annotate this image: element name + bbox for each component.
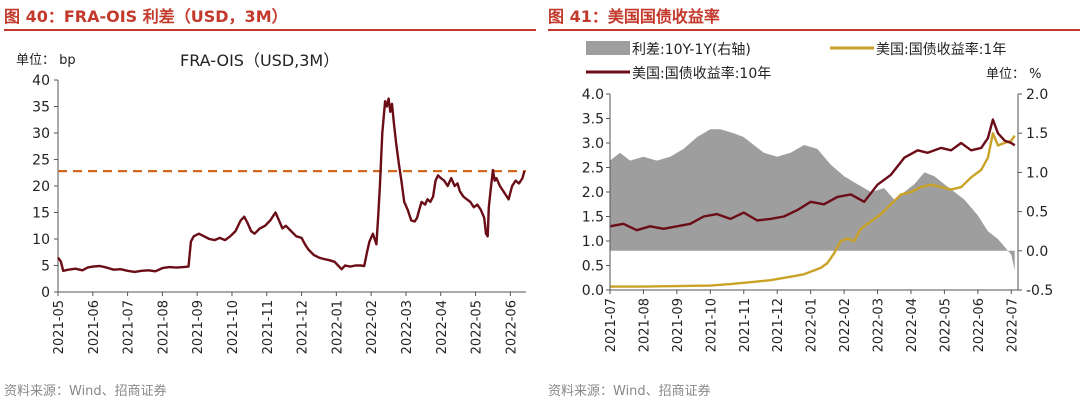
fra-ois-plot-area xyxy=(57,97,526,274)
fra-ois-x-tick-label: 2022-06 xyxy=(504,300,519,354)
ust-right-y-tick-label: 1.0 xyxy=(1026,165,1048,181)
ust-left-y-tick-label: 1.5 xyxy=(582,210,604,226)
fra-ois-x-tick-label: 2021-05 xyxy=(52,300,67,354)
legend-swatch-spread xyxy=(586,41,630,55)
ust-x-tick-label: 2022-02 xyxy=(838,298,853,352)
fra-ois-x-tick-label: 2021-06 xyxy=(87,300,102,354)
ust-x-tick-label: 2022-03 xyxy=(872,298,887,352)
legend-label-ust-1y: 美国:国债收益率:1年 xyxy=(876,41,1006,58)
fra-ois-y-tick-label: 0 xyxy=(41,285,50,301)
fra-ois-y-tick-label: 10 xyxy=(32,232,50,248)
ust-x-tick-label: 2021-08 xyxy=(637,298,652,352)
left-title-rule xyxy=(4,29,536,31)
ust-yield-plot-area xyxy=(609,118,1016,288)
ust-1y-yield-line xyxy=(610,131,1016,288)
ust-left-y-tick-label: 1.0 xyxy=(582,234,604,250)
ust-yield-axes xyxy=(606,93,1022,294)
right-title-rule xyxy=(548,29,1080,31)
left-source-note: 资料来源：Wind、招商证券 xyxy=(4,384,167,399)
right-unit-label: 单位： % xyxy=(986,67,1042,82)
ust-right-y-tick-label: 0.5 xyxy=(1026,205,1048,221)
fra-ois-x-tick-label: 2022-02 xyxy=(365,300,380,354)
fra-ois-x-tick-label: 2022-05 xyxy=(470,300,485,354)
right-panel-title: 图 41：美国国债收益率 xyxy=(548,7,720,26)
fra-ois-x-tick-label: 2022-01 xyxy=(330,300,345,354)
ust-x-tick-label: 2021-11 xyxy=(738,298,753,352)
fra-ois-y-tick-label: 35 xyxy=(32,100,50,116)
ust-right-y-tick-label: -0.5 xyxy=(1026,283,1053,299)
spread-10y-1y-area xyxy=(610,129,1015,271)
fra-ois-y-tick-label: 20 xyxy=(32,179,50,195)
fra-ois-line xyxy=(57,97,526,274)
ust-x-tick-label: 2021-10 xyxy=(704,298,719,352)
fra-ois-y-tick-label: 5 xyxy=(41,259,50,275)
ust-x-tick-label: 2021-07 xyxy=(604,298,619,352)
ust-left-y-tick-label: 0.5 xyxy=(582,259,604,275)
ust-yield-chart: 0.0 0.5 1.0 1.5 2.0 2.5 3.0 3.5 4.0 -0.5 0.0 0.5 1.0… xyxy=(582,41,1054,352)
fra-ois-x-tick-label: 2021-07 xyxy=(122,300,137,354)
ust-left-y-tick-label: 4.0 xyxy=(582,87,604,103)
right-source-note: 资料来源：Wind、招商证券 xyxy=(548,384,711,399)
fra-ois-x-tick-label: 2022-04 xyxy=(435,300,450,354)
fra-ois-y-tick-label: 15 xyxy=(32,206,50,222)
ust-10y-yield-line xyxy=(609,118,1016,232)
ust-x-tick-label: 2022-05 xyxy=(938,298,953,352)
fra-ois-axes xyxy=(54,79,526,296)
ust-x-tick-label: 2021-12 xyxy=(771,298,786,352)
fra-ois-y-tick-label: 30 xyxy=(32,126,50,142)
fra-ois-x-tick-label: 2022-03 xyxy=(400,300,415,354)
legend-label-ust-10y: 美国:国债收益率:10年 xyxy=(632,65,771,82)
ust-left-y-tick-label: 2.0 xyxy=(582,185,604,201)
fra-ois-y-tick-label: 25 xyxy=(32,153,50,169)
ust-left-y-tick-label: 0.0 xyxy=(582,283,604,299)
ust-x-tick-label: 2022-01 xyxy=(805,298,820,352)
ust-right-y-tick-label: 1.5 xyxy=(1026,126,1048,142)
fra-ois-x-tick-label: 2021-11 xyxy=(261,300,276,354)
fra-ois-inner-title: FRA-OIS（USD,3M） xyxy=(180,51,339,70)
ust-right-y-tick-label: 0.0 xyxy=(1026,244,1048,260)
legend-label-spread: 利差:10Y-1Y(右轴) xyxy=(632,42,751,58)
left-panel-title: 图 40：FRA-OIS 利差（USD，3M） xyxy=(4,7,288,26)
fra-ois-x-tick-label: 2021-12 xyxy=(296,300,311,354)
fra-ois-x-tick-label: 2021-09 xyxy=(191,300,206,354)
fra-ois-x-tick-label: 2021-08 xyxy=(156,300,171,354)
ust-left-y-tick-label: 2.5 xyxy=(582,161,604,177)
left-panel: 图 40：FRA-OIS 利差（USD，3M） 单位： bp FRA-OIS（U… xyxy=(4,0,536,401)
ust-left-y-tick-label: 3.5 xyxy=(582,112,604,128)
ust-yield-tick-labels: 0.0 0.5 1.0 1.5 2.0 2.5 3.0 3.5 4.0 -0.5 0.0 0.5 1.0… xyxy=(582,87,1054,352)
fra-ois-tick-labels: 0 5 10 15 20 25 30 35 40 2021-05 2021-06 2021-07 202… xyxy=(32,73,519,354)
ust-left-y-tick-label: 3.0 xyxy=(582,136,604,152)
fra-ois-x-tick-label: 2021-10 xyxy=(226,300,241,354)
left-unit-label: 单位： bp xyxy=(16,53,76,68)
ust-x-tick-label: 2022-07 xyxy=(1005,298,1020,352)
ust-x-tick-label: 2021-09 xyxy=(671,298,686,352)
ust-right-y-tick-label: 2.0 xyxy=(1026,87,1048,103)
ust-x-tick-label: 2022-06 xyxy=(972,298,987,352)
ust-x-tick-label: 2022-04 xyxy=(905,298,920,352)
right-panel: 图 41：美国国债收益率 0.0 0.5 1.0 1.5 2.0 2.5 3.0 3.5 4.0… xyxy=(548,0,1080,401)
fra-ois-y-tick-label: 40 xyxy=(32,73,50,89)
fra-ois-chart: 单位： bp FRA-OIS（USD,3M） 0 5 10 15 20 25 30 35 40 2… xyxy=(16,51,526,354)
